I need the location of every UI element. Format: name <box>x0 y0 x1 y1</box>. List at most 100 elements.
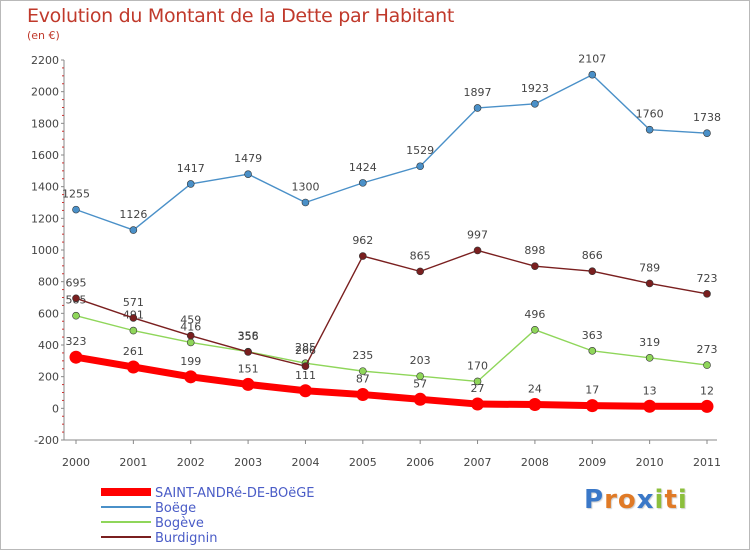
data-label: 24 <box>528 383 542 396</box>
y-tick-label: 1000 <box>31 244 59 257</box>
data-label: 285 <box>295 341 316 354</box>
data-label: 496 <box>524 308 545 321</box>
data-label: 1417 <box>177 162 205 175</box>
y-tick-label: 1800 <box>31 117 59 130</box>
data-point <box>473 377 482 386</box>
data-label: 695 <box>66 276 87 289</box>
data-label: 1760 <box>636 108 664 121</box>
data-point <box>645 354 654 362</box>
data-point <box>588 70 597 79</box>
data-label: 1529 <box>406 144 434 157</box>
series-line <box>75 74 708 231</box>
data-point <box>703 361 711 369</box>
data-point <box>72 311 80 320</box>
data-point <box>700 399 714 413</box>
y-tick-label: 1200 <box>31 212 59 225</box>
data-label: 363 <box>582 329 603 342</box>
y-tick-label: 0 <box>52 402 59 415</box>
legend-label: Burdignin <box>155 531 217 546</box>
data-point <box>645 279 654 288</box>
proxiti-logo: Proxiti <box>584 485 688 515</box>
data-label: 1126 <box>119 208 147 221</box>
x-tick-label: 2007 <box>464 456 492 469</box>
x-tick-label: 2006 <box>406 456 434 469</box>
data-point <box>356 388 370 402</box>
data-point <box>703 129 711 137</box>
data-point <box>416 162 424 171</box>
data-point <box>186 338 195 347</box>
data-point <box>416 372 424 380</box>
logo-letter: o <box>617 485 637 515</box>
data-label: 1738 <box>693 111 721 124</box>
y-tick-label: 1600 <box>31 149 59 162</box>
data-point <box>241 377 255 391</box>
x-tick-label: 2000 <box>62 456 90 469</box>
y-tick-label: 1400 <box>31 181 59 194</box>
data-label: 723 <box>697 272 718 285</box>
x-tick-label: 2003 <box>234 456 262 469</box>
data-label: 416 <box>180 320 201 333</box>
data-point <box>528 398 542 412</box>
y-tick-label: 2200 <box>31 54 59 67</box>
data-label: 358 <box>238 330 259 343</box>
data-point <box>301 362 310 371</box>
legend-label: Bogève <box>155 516 204 531</box>
data-point <box>471 397 485 411</box>
data-point <box>588 267 597 276</box>
data-point <box>531 262 539 270</box>
data-point <box>129 314 138 322</box>
data-label: 319 <box>639 336 660 349</box>
chart-title: Evolution du Montant de la Dette par Hab… <box>27 5 455 27</box>
data-point <box>186 331 195 340</box>
data-point <box>72 294 80 303</box>
data-label: 199 <box>180 355 201 368</box>
y-tick-label: 2000 <box>31 86 59 99</box>
data-point <box>126 360 140 374</box>
data-label: 2107 <box>578 53 606 66</box>
data-label: 1923 <box>521 82 549 95</box>
data-point <box>645 125 654 134</box>
data-label: 962 <box>352 234 373 247</box>
data-label: 261 <box>123 345 144 358</box>
data-point <box>244 348 252 356</box>
legend-label: Boëge <box>155 501 196 516</box>
data-label: 866 <box>582 249 603 262</box>
data-label: 323 <box>66 335 87 348</box>
y-tick-label: 200 <box>38 371 59 384</box>
data-point <box>129 326 138 335</box>
y-tick-label: -200 <box>34 434 59 447</box>
data-label: 1897 <box>464 86 492 99</box>
x-tick-label: 2002 <box>177 456 205 469</box>
data-label: 1300 <box>291 181 319 194</box>
data-label: 12 <box>700 384 714 397</box>
series-line <box>75 249 708 367</box>
data-point <box>129 226 138 234</box>
data-point <box>301 198 310 207</box>
data-label: 789 <box>639 261 660 274</box>
data-point <box>413 392 427 406</box>
y-tick-label: 600 <box>38 307 59 320</box>
data-point <box>416 267 424 276</box>
y-tick-label: 800 <box>38 276 59 289</box>
data-point <box>186 180 195 188</box>
data-label: 203 <box>410 354 431 367</box>
data-label: 571 <box>123 296 144 309</box>
logo-letter: x <box>636 485 655 515</box>
logo-letter: t <box>664 485 678 515</box>
data-label: 273 <box>697 343 718 356</box>
data-label: 898 <box>524 244 545 257</box>
data-point <box>643 399 657 413</box>
data-label: 151 <box>238 362 259 375</box>
data-point <box>69 350 83 364</box>
data-point <box>531 100 539 108</box>
data-label: 111 <box>295 369 316 382</box>
data-point <box>244 170 252 178</box>
data-point <box>588 347 597 355</box>
data-point <box>473 104 482 112</box>
logo-letter: P <box>584 485 605 515</box>
logo-letter: i <box>654 485 665 515</box>
data-label: 235 <box>352 349 373 362</box>
data-label: 27 <box>471 382 485 395</box>
logo-letter: i <box>677 485 688 515</box>
